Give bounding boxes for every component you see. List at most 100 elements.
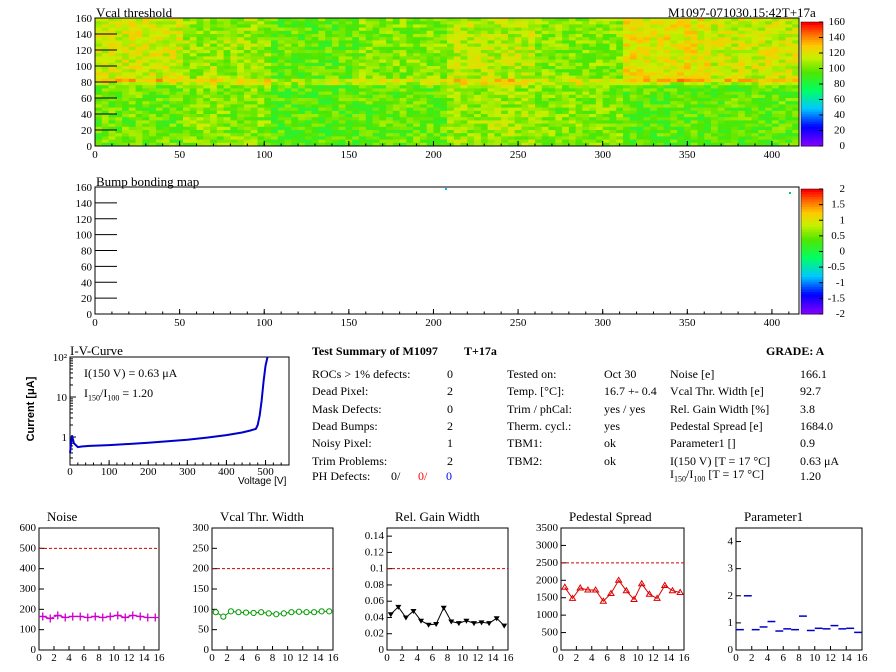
heatmap-cell <box>629 56 637 60</box>
heatmap-cell <box>636 85 644 89</box>
heatmap-cell <box>230 56 238 60</box>
heatmap-cell <box>487 139 495 144</box>
heatmap-cell <box>535 37 543 41</box>
heatmap-cell <box>108 120 116 124</box>
heatmap-cell <box>487 114 495 118</box>
heatmap-cell <box>609 18 617 22</box>
heatmap-cell <box>128 37 137 41</box>
heatmap-cell <box>426 72 434 76</box>
heatmap-cell <box>95 101 103 105</box>
heatmap-cell <box>744 75 753 80</box>
heatmap-cell <box>765 104 773 108</box>
heatmap-cell <box>514 18 522 22</box>
heatmap-cell <box>602 117 610 121</box>
heatmap-cell <box>122 56 130 60</box>
heatmap-cell <box>555 107 563 112</box>
heatmap-cell <box>399 126 407 131</box>
summary-plot-title: Pedestal Spread <box>569 509 652 524</box>
heatmap-cell <box>419 66 428 70</box>
bump-scale-band <box>801 216 823 220</box>
heatmap-cell <box>474 40 482 44</box>
heatmap-cell <box>717 27 725 32</box>
heatmap-cell <box>453 85 461 89</box>
heatmap-cell <box>203 53 211 57</box>
bump-scale-label: -1.5 <box>828 292 846 304</box>
heatmap-cell <box>677 30 685 35</box>
heatmap-cell <box>589 98 597 102</box>
heatmap-cell <box>677 18 685 22</box>
heatmap-cell <box>555 43 563 48</box>
heatmap-cell <box>210 85 218 89</box>
heatmap-cell <box>271 117 279 121</box>
heatmap-cell <box>453 56 461 60</box>
heatmap-cell <box>758 110 766 115</box>
heatmap-cell <box>474 123 482 128</box>
heatmap-cell <box>196 110 204 115</box>
heatmap-cell <box>541 142 549 147</box>
heatmap-cell <box>643 56 651 60</box>
heatmap-cell <box>778 75 786 80</box>
heatmap-cell <box>514 82 522 86</box>
heatmap-cell <box>711 27 719 32</box>
heatmap-cell <box>724 43 732 48</box>
heatmap-cell <box>704 53 712 57</box>
heatmap-cell <box>589 133 597 137</box>
heatmap-cell <box>128 98 137 102</box>
heatmap-cell <box>406 59 414 64</box>
heatmap-cell <box>582 85 590 89</box>
heatmap-cell <box>379 126 387 131</box>
heatmap-cell <box>419 75 428 80</box>
heatmap-cell <box>562 62 570 67</box>
heatmap-cell <box>338 120 346 124</box>
heatmap-cell <box>95 18 103 22</box>
heatmap-cell <box>379 46 387 51</box>
heatmap-cell <box>331 34 340 38</box>
heatmap-cell <box>447 75 455 80</box>
heatmap-cell <box>426 117 434 121</box>
heatmap-cell <box>325 120 333 124</box>
heatmap-cell <box>271 72 279 76</box>
heatmap-cell <box>744 37 753 41</box>
heatmap-cell <box>142 110 150 115</box>
heatmap-cell <box>372 98 380 102</box>
heatmap-cell <box>257 126 265 131</box>
heatmap-cell <box>406 72 414 76</box>
heatmap-cell <box>683 120 692 124</box>
iv-series-line <box>69 356 269 454</box>
heatmap-cell <box>602 18 610 22</box>
heatmap-cell <box>785 133 793 137</box>
heatmap-cell <box>521 18 529 22</box>
heatmap-cell <box>115 27 123 32</box>
vcal-scale-band <box>801 34 823 38</box>
heatmap-cell <box>399 40 407 44</box>
heatmap-cell <box>331 78 340 83</box>
vcal-scale-band <box>801 36 823 40</box>
heatmap-cell <box>575 43 583 48</box>
heatmap-cell <box>494 107 502 112</box>
heatmap-cell <box>677 88 685 92</box>
heatmap-cell <box>135 43 143 48</box>
heatmap-cell <box>535 126 543 131</box>
heatmap-cell <box>196 104 204 108</box>
heatmap-cell <box>155 98 164 102</box>
heatmap-cell <box>216 72 225 76</box>
heatmap-cell <box>589 130 597 134</box>
heatmap-cell <box>724 85 732 89</box>
heatmap-cell <box>663 27 671 32</box>
heatmap-cell <box>697 110 705 115</box>
heatmap-cell <box>176 40 184 44</box>
heatmap-cell <box>318 56 326 60</box>
heatmap-cell <box>108 34 116 38</box>
heatmap-cell <box>216 136 225 140</box>
heatmap-cell <box>751 75 759 80</box>
heatmap-cell <box>480 85 489 89</box>
heatmap-cell <box>487 117 495 121</box>
heatmap-cell <box>176 133 184 137</box>
vcal-scale-band <box>801 108 823 112</box>
heatmap-cell <box>440 114 448 118</box>
heatmap-cell <box>196 66 204 70</box>
heatmap-cell <box>325 24 333 28</box>
heatmap-cell <box>535 62 543 67</box>
heatmap-cell <box>399 37 407 41</box>
heatmap-cell <box>744 53 753 57</box>
